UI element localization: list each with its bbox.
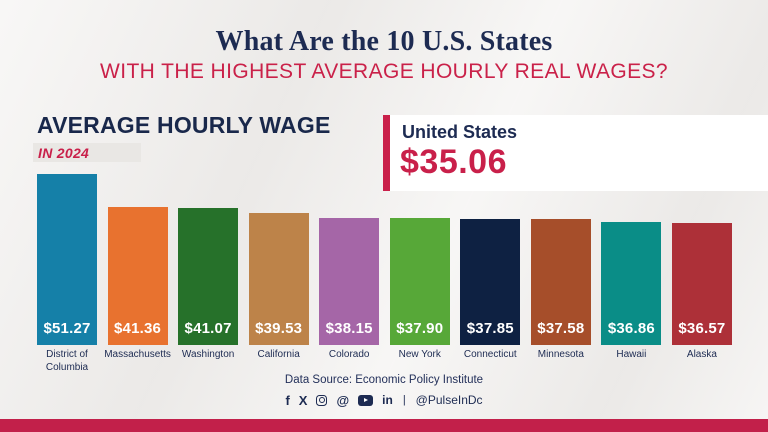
bar-value-new-york: $37.90 bbox=[396, 320, 444, 337]
category-label-connecticut: Connecticut bbox=[463, 349, 517, 360]
us-benchmark-label: United States bbox=[402, 122, 518, 142]
bar-district-of-columbia: $51.27 bbox=[37, 174, 97, 345]
bar-minnesota: $37.58 bbox=[530, 219, 591, 345]
bar-value-california: $39.53 bbox=[255, 320, 303, 337]
us-benchmark-panel: United States $35.06 bbox=[383, 115, 768, 191]
category-label-colorado: Colorado bbox=[328, 349, 370, 360]
bar-colorado: $38.15 bbox=[319, 218, 380, 345]
bar-california: $39.53 bbox=[248, 213, 309, 345]
bar-hawaii: $36.86 bbox=[601, 222, 662, 345]
youtube-icon[interactable] bbox=[358, 394, 374, 406]
category-label-massachusetts: Massachusetts bbox=[104, 349, 171, 360]
bar-value-hawaii: $36.86 bbox=[607, 320, 655, 337]
bar-value-alaska: $36.57 bbox=[678, 320, 726, 337]
bottom-accent-band bbox=[0, 419, 768, 432]
bar-value-district-of-columbia: $51.27 bbox=[43, 320, 91, 337]
bar-washington: $41.07 bbox=[178, 208, 239, 345]
x-icon[interactable]: X bbox=[298, 392, 308, 408]
bar-value-colorado: $38.15 bbox=[325, 320, 373, 337]
social-row: f X @ in | @PulseInDc bbox=[0, 393, 768, 407]
social-handle[interactable]: @PulseInDc bbox=[415, 393, 483, 407]
category-label-alaska: Alaska bbox=[686, 349, 717, 360]
chart-period-highlight: IN 2024 bbox=[33, 143, 141, 162]
separator: | bbox=[402, 394, 406, 406]
bar-chart-category-labels: District of Columbia Massachusetts Washing… bbox=[37, 349, 732, 374]
bar-massachusetts: $41.36 bbox=[107, 207, 168, 345]
bar-connecticut: $37.85 bbox=[460, 219, 521, 345]
page-title: What Are the 10 U.S. States bbox=[215, 26, 553, 57]
us-benchmark-value: $35.06 bbox=[400, 143, 507, 181]
category-label-hawaii: Hawaii bbox=[616, 349, 647, 360]
bar-chart: $51.27 $41.36 $41.07 $39.53 $38.15 $37.90 $37.… bbox=[37, 173, 732, 345]
page-subtitle: WITH THE HIGHEST AVERAGE HOURLY REAL WAG… bbox=[100, 60, 668, 83]
instagram-glyph bbox=[316, 394, 328, 406]
bar-value-minnesota: $37.58 bbox=[537, 320, 585, 337]
bar-value-washington: $41.07 bbox=[184, 320, 232, 337]
linkedin-icon[interactable]: in bbox=[382, 393, 393, 407]
category-label-minnesota: Minnesota bbox=[537, 349, 584, 360]
category-label-new-york: New York bbox=[398, 349, 441, 360]
accent-bar bbox=[383, 115, 390, 191]
category-label-washington: Washington bbox=[181, 349, 235, 360]
bar-alaska: $36.57 bbox=[671, 223, 732, 345]
bar-new-york: $37.90 bbox=[389, 218, 450, 345]
bar-value-connecticut: $37.85 bbox=[466, 320, 514, 337]
facebook-icon[interactable]: f bbox=[285, 392, 290, 408]
youtube-glyph bbox=[358, 394, 374, 406]
category-label-california: California bbox=[257, 349, 300, 360]
chart-title: AVERAGE HOURLY WAGE bbox=[37, 112, 331, 138]
data-source: Data Source: Economic Policy Institute bbox=[284, 374, 484, 386]
instagram-icon[interactable] bbox=[316, 394, 328, 406]
threads-icon[interactable]: @ bbox=[336, 392, 350, 408]
bar-value-massachusetts: $41.36 bbox=[114, 320, 162, 337]
chart-period-label: IN 2024 bbox=[38, 144, 90, 161]
category-label-district-of-columbia: District of Columbia bbox=[45, 349, 89, 373]
